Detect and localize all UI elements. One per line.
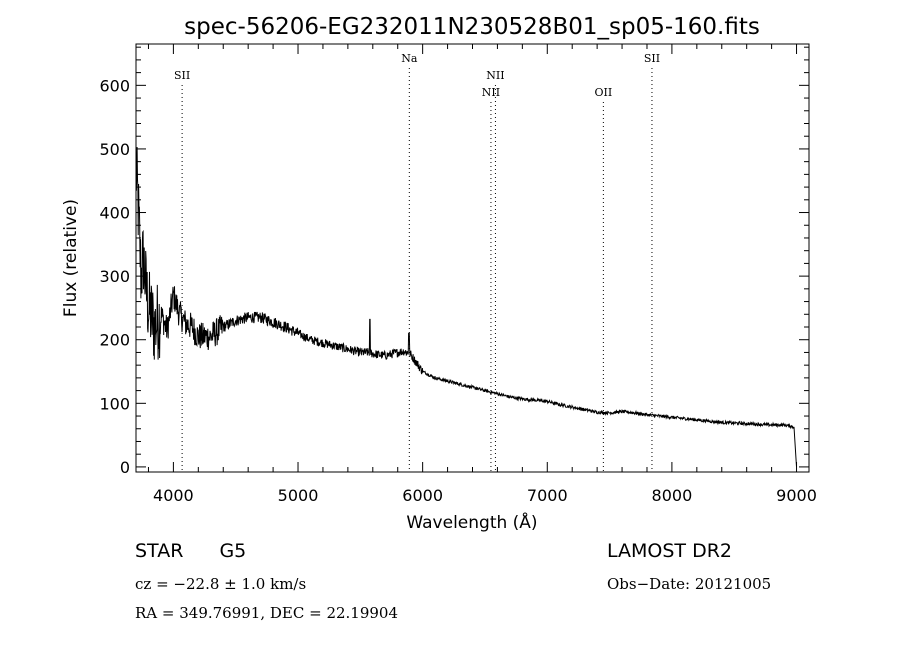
x-tick-label-3: 7000 [527,486,568,505]
line-label-0: SII [174,69,190,82]
line-label-4: OII [595,86,613,99]
x-axis-label: Wavelength (Å) [406,511,537,533]
axis-ticks: 4000 5000 6000 7000 8000 9000 0 100 200 300 400 500… [99,44,817,505]
line-label-1: Na [401,52,418,65]
line-label-3: NII [486,69,504,82]
line-label-5: SII [644,52,660,65]
x-tick-label-1: 5000 [278,486,319,505]
redshift-info: cz = −22.8 ± 1.0 km/s [135,575,307,593]
line-label-2: NII [482,86,500,99]
y-tick-label-1: 100 [99,394,130,413]
y-tick-label-2: 200 [99,331,130,350]
y-tick-label-3: 300 [99,267,130,286]
survey-label: LAMOST DR2 [607,540,732,562]
x-tick-label-0: 4000 [153,486,194,505]
chart-title: spec-56206-EG232011N230528B01_sp05-160.f… [184,14,760,40]
y-tick-label-5: 500 [99,140,130,159]
object-class: STAR G5 [135,540,246,562]
y-axis-label: Flux (relative) [61,199,81,317]
x-tick-label-2: 6000 [402,486,443,505]
spectrum-line [135,146,797,467]
class-label: STAR [135,540,184,562]
y-tick-label-6: 600 [99,76,130,95]
x-tick-label-5: 9000 [776,486,817,505]
coordinates-info: RA = 349.76991, DEC = 22.19904 [135,604,399,622]
y-tick-label-0: 0 [120,458,130,477]
plot-frame [135,43,810,473]
subclass-label: G5 [219,540,247,562]
spectrum-series [135,146,797,467]
obs-date: Obs−Date: 20121005 [607,575,772,593]
x-tick-label-4: 8000 [652,486,693,505]
y-tick-label-4: 400 [99,204,130,223]
emission-line-markers: SII Na NII NII OII SII [174,52,660,472]
